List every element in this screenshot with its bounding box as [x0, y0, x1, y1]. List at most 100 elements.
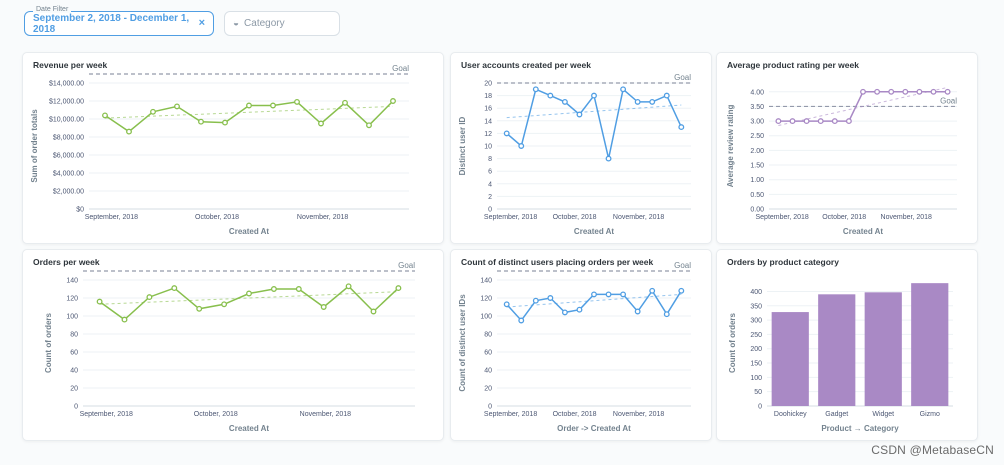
- x-tick-label: September, 2018: [85, 214, 138, 221]
- data-point: [930, 88, 937, 95]
- y-tick-label: 400: [750, 289, 762, 296]
- y-tick-label: 8: [488, 156, 492, 163]
- y-tick-label: 4.00: [750, 89, 764, 96]
- y-tick-label: 20: [484, 386, 492, 393]
- card-title[interactable]: Count of distinct users placing orders p…: [461, 257, 654, 267]
- y-tick-label: 16: [484, 106, 492, 113]
- card-orders-per-week[interactable]: Orders per week 0 20 40 60 80 100 120 140 Count …: [22, 249, 444, 441]
- tag-icon: ◒: [233, 18, 240, 29]
- data-point: [395, 285, 402, 292]
- y-tick-label: 12: [484, 131, 492, 138]
- card-title[interactable]: Average product rating per week: [727, 60, 859, 70]
- data-point: [591, 291, 597, 298]
- y-tick-label: 10: [484, 144, 492, 151]
- card-distinct-users[interactable]: Count of distinct users placing orders p…: [450, 249, 712, 441]
- y-tick-label: 6: [488, 169, 492, 176]
- data-point: [591, 92, 597, 99]
- data-point: [320, 304, 327, 310]
- x-axis-label: Created At: [574, 227, 614, 236]
- chart: 0 20 40 60 80 100 120 140 Count of orders Created…: [44, 261, 415, 433]
- y-tick-label: 80: [70, 332, 78, 339]
- y-tick-label: 60: [70, 350, 78, 357]
- data-point: [547, 295, 554, 301]
- data-point: [678, 287, 685, 294]
- data-point: [221, 301, 228, 308]
- category-filter-placeholder: Category: [244, 18, 285, 29]
- data-point: [342, 99, 348, 106]
- y-tick-label: 300: [750, 318, 762, 325]
- x-axis-label: Product → Category: [821, 424, 899, 433]
- y-tick-label: 140: [480, 278, 492, 285]
- y-tick-label: 1.50: [750, 163, 764, 170]
- y-axis-label: Count of orders: [728, 312, 737, 373]
- data-point: [246, 290, 252, 297]
- card-title[interactable]: Revenue per week: [33, 60, 108, 70]
- close-icon[interactable]: ×: [198, 17, 205, 29]
- date-filter[interactable]: Date Filter September 2, 2018 - December…: [24, 6, 214, 36]
- data-point: [222, 119, 228, 126]
- data-point: [270, 102, 276, 109]
- card-user-accounts[interactable]: User accounts created per week 0 2 4 6 8 10 12…: [450, 52, 712, 244]
- y-tick-label: 80: [484, 332, 492, 339]
- y-axis-label: Average review rating: [726, 104, 735, 187]
- y-tick-label: 50: [754, 389, 762, 396]
- data-point: [196, 305, 203, 312]
- data-point: [532, 297, 539, 304]
- x-tick-label: Widget: [872, 411, 894, 418]
- data-point: [370, 308, 377, 315]
- y-tick-label: 120: [480, 296, 492, 303]
- data-point: [246, 102, 252, 109]
- x-tick-label: Doohickey: [774, 411, 807, 418]
- y-tick-label: 100: [480, 314, 492, 321]
- y-tick-label: 0: [488, 404, 492, 411]
- y-tick-label: 3.00: [750, 119, 764, 126]
- card-title[interactable]: Orders per week: [33, 257, 100, 267]
- x-tick-label: October, 2018: [195, 214, 239, 221]
- watermark: CSDN @MetabaseCN: [871, 443, 994, 457]
- goal-label: Goal: [674, 73, 691, 82]
- y-tick-label: 18: [484, 93, 492, 100]
- y-tick-label: 100: [66, 314, 78, 321]
- y-tick-label: 200: [750, 346, 762, 353]
- y-tick-label: $0: [76, 207, 84, 214]
- bar: [911, 283, 949, 406]
- data-point: [345, 283, 352, 290]
- trend-line: [99, 291, 399, 305]
- data-point: [295, 286, 302, 292]
- data-point: [518, 317, 525, 324]
- data-point: [174, 103, 180, 110]
- data-point: [318, 120, 324, 127]
- data-point: [532, 86, 539, 93]
- y-tick-label: 14: [484, 118, 492, 125]
- x-tick-label: Gadget: [825, 411, 848, 418]
- data-point: [944, 88, 951, 95]
- y-tick-label: $12,000.00: [49, 99, 84, 106]
- data-point: [663, 92, 670, 99]
- goal-label: Goal: [940, 96, 957, 105]
- card-average-rating[interactable]: Average product rating per week 0.00 0.50…: [716, 52, 978, 244]
- data-point: [605, 291, 612, 298]
- data-point: [845, 118, 852, 125]
- category-filter[interactable]: ◒ Category: [224, 11, 340, 36]
- y-tick-label: 0.00: [750, 207, 764, 214]
- data-point: [150, 108, 156, 115]
- data-point: [831, 118, 838, 125]
- y-tick-label: 150: [750, 361, 762, 368]
- x-tick-label: October, 2018: [553, 214, 597, 221]
- x-tick-label: September, 2018: [484, 411, 537, 418]
- y-axis-label: Count of distinct user IDs: [458, 294, 467, 392]
- card-title[interactable]: Orders by product category: [727, 257, 839, 267]
- bar: [864, 292, 902, 406]
- y-axis-label: Count of orders: [44, 312, 53, 373]
- card-title[interactable]: User accounts created per week: [461, 60, 591, 70]
- y-tick-label: 20: [70, 386, 78, 393]
- card-revenue-per-week[interactable]: Revenue per week $0 $2,000.00 $4,000.00 $6,…: [22, 52, 444, 244]
- x-axis-label: Created At: [843, 227, 883, 236]
- y-tick-label: 100: [750, 375, 762, 382]
- card-orders-by-category[interactable]: Orders by product category 0 50 100 150 200 2…: [716, 249, 978, 441]
- y-axis-label: Sum of order totals: [30, 109, 39, 183]
- y-tick-label: 4: [488, 181, 492, 188]
- data-point: [561, 98, 568, 105]
- y-tick-label: 250: [750, 332, 762, 339]
- data-point: [503, 301, 510, 308]
